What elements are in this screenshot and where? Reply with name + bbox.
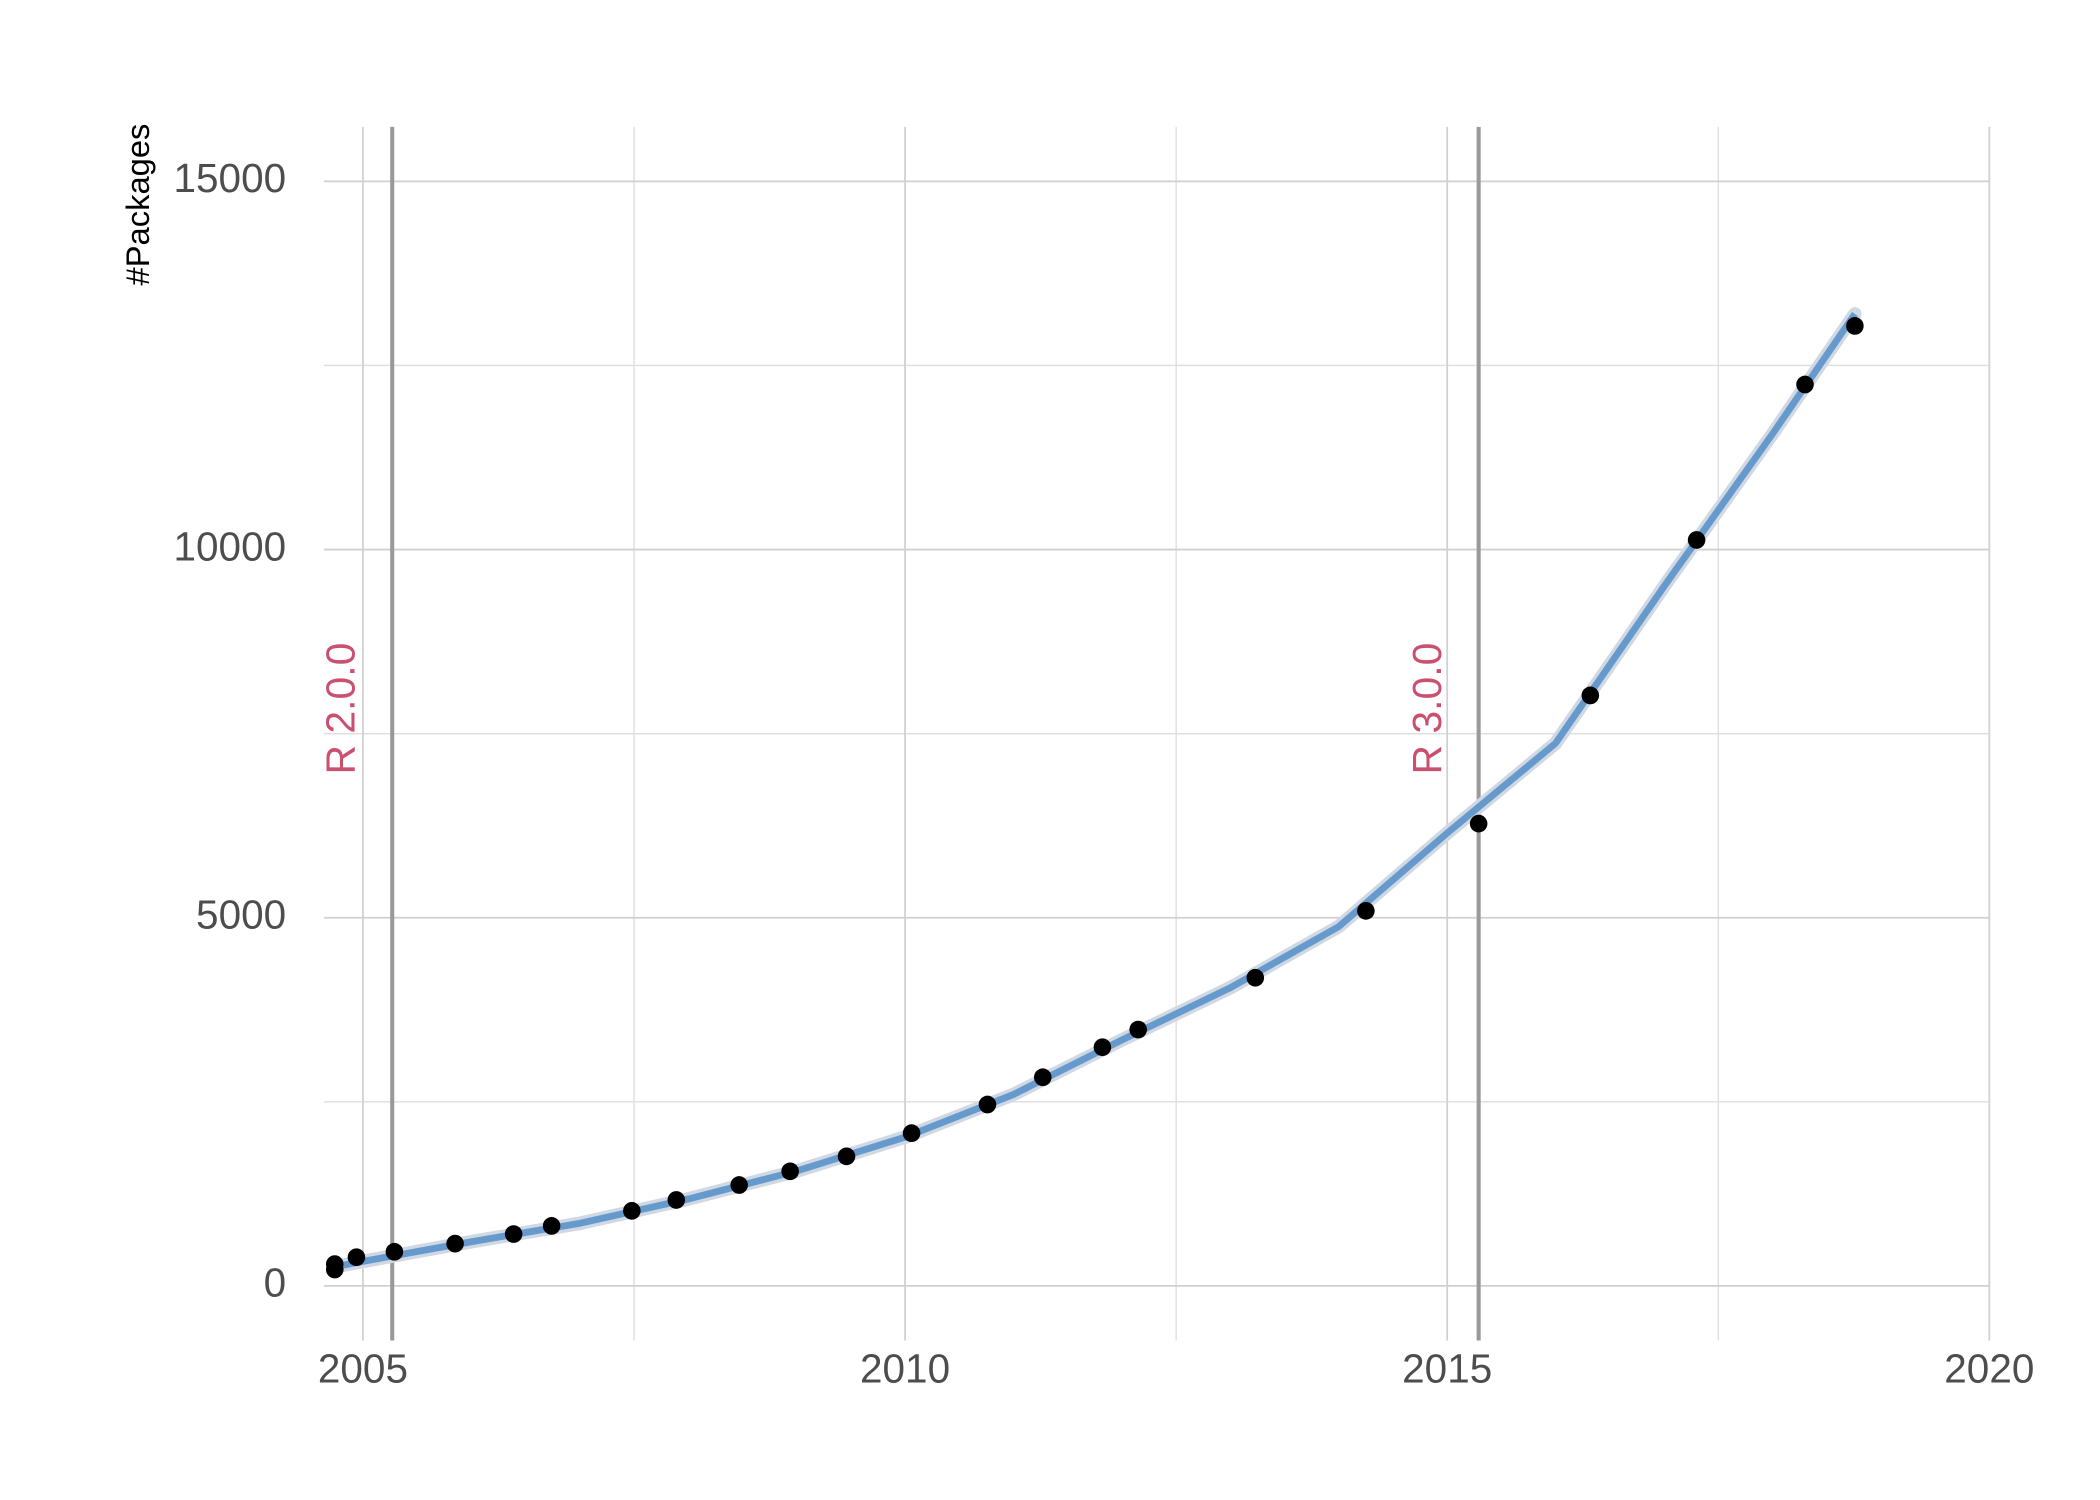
point [1687, 531, 1706, 549]
point [978, 1095, 997, 1114]
point [1129, 1020, 1147, 1039]
point [1796, 375, 1814, 394]
x-tick-label: 2020 [1944, 1345, 2034, 1391]
x-tick-label: 2010 [860, 1345, 950, 1391]
y-tick-label: 10000 [174, 523, 287, 569]
x-tick-label: 2015 [1402, 1345, 1492, 1391]
y-tick-label: 0 [264, 1260, 287, 1306]
release-label: R 2.0.0 [318, 643, 364, 775]
point [347, 1248, 366, 1267]
point [385, 1242, 404, 1261]
point [730, 1176, 748, 1194]
point [1581, 686, 1600, 705]
point [504, 1225, 523, 1243]
point [837, 1147, 856, 1166]
point [542, 1217, 561, 1235]
point [623, 1201, 641, 1220]
point [1033, 1068, 1052, 1087]
point [446, 1234, 464, 1253]
y-axis-label: #Packages [120, 124, 156, 286]
y-tick-label: 15000 [174, 155, 287, 201]
point [1469, 814, 1488, 833]
point [1846, 317, 1864, 335]
y-tick-label: 5000 [196, 891, 286, 937]
point [1357, 902, 1375, 920]
point [667, 1191, 686, 1209]
point [781, 1162, 799, 1181]
point [325, 1255, 344, 1273]
fit-line [334, 311, 1858, 1271]
point [902, 1124, 921, 1143]
x-tick-label: 2005 [318, 1345, 408, 1391]
release-label: R 3.0.0 [1404, 643, 1450, 775]
point [1246, 968, 1265, 987]
fit-band [328, 307, 1862, 1274]
point [1093, 1038, 1112, 1057]
